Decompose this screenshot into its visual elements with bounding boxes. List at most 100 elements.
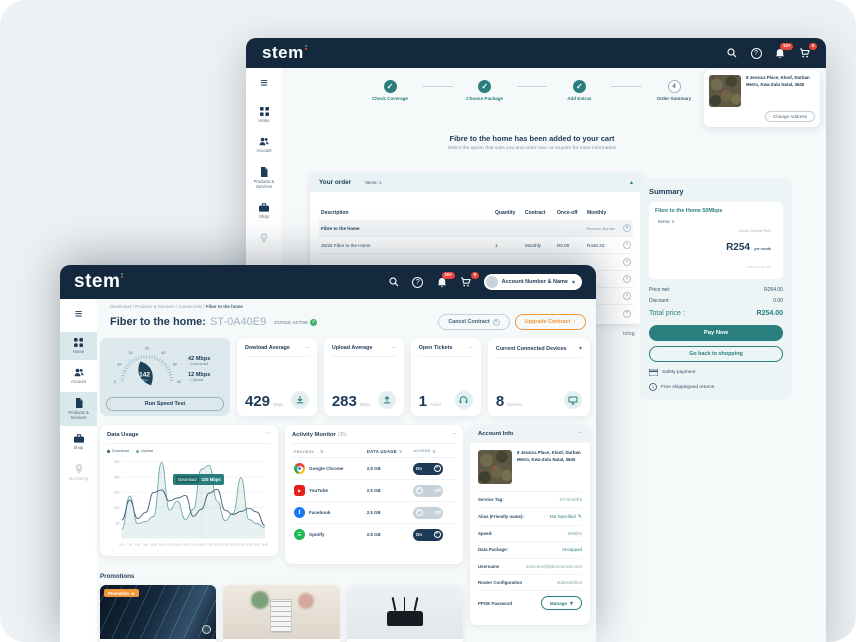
download-legend-dot xyxy=(107,449,110,453)
collapse-icon[interactable]: – xyxy=(392,344,396,351)
svg-text:20: 20 xyxy=(128,351,132,355)
collapse-icon[interactable]: – xyxy=(469,344,473,351)
cart-icon[interactable]: 5 xyxy=(798,43,817,59)
access-toggle[interactable]: On xyxy=(413,528,444,541)
collapse-icon[interactable]: – xyxy=(452,431,456,438)
sort-icon[interactable]: ⇅ xyxy=(432,449,436,454)
cart-icon[interactable]: 5 xyxy=(460,272,479,288)
pay-now-button[interactable]: Pay Now xyxy=(649,325,783,341)
sidebar-item-products-services[interactable]: Products & Services xyxy=(246,161,282,195)
step-check-icon: ✓ xyxy=(572,80,586,93)
contract-term: Month Contract Term xyxy=(739,229,771,233)
summary-product-card: Fibre to the Home 50Mbps Items: 1 Month … xyxy=(649,202,783,279)
sort-icon[interactable]: ⇅ xyxy=(398,449,403,454)
menu-icon[interactable]: ≡ xyxy=(74,306,83,321)
access-toggle[interactable]: On xyxy=(413,462,444,475)
search-icon[interactable] xyxy=(726,47,738,59)
dashboard-sidebar: ≡ Home Account Products & Services Shop … xyxy=(60,299,97,642)
dashboard-window: stem ? 10+ 5 Account Number & Name ▾ ≡ Ho… xyxy=(60,265,596,642)
promo-card-router[interactable]: Asus RT-AX86U Router 50Mb/s xyxy=(346,585,463,642)
star-icon: ★ xyxy=(130,590,135,596)
sidebar-item-account[interactable]: Account xyxy=(60,362,97,390)
svg-text:250: 250 xyxy=(114,460,120,464)
map-thumbnail xyxy=(709,75,741,107)
help-icon[interactable]: ? xyxy=(412,276,424,288)
upgrade-contract-button[interactable]: Upgrade Contract ↑ xyxy=(514,314,586,330)
facebook-icon: f xyxy=(294,507,305,518)
step-check-coverage[interactable]: ✓ Check Coverage xyxy=(371,80,408,101)
more-menu-icon[interactable]: ⋯ xyxy=(265,431,271,438)
step-choose-package[interactable]: ✓ Choose Package xyxy=(466,80,504,101)
chevron-up-icon[interactable]: ▴ xyxy=(629,180,633,186)
remove-icon[interactable]: × xyxy=(623,258,631,266)
change-address-button[interactable]: Change Address xyxy=(765,111,815,122)
summary-title: Summary xyxy=(649,187,684,196)
promo-card-wifi-manager[interactable]: Wi-Fi Home Manager 50Mb/s xyxy=(223,585,340,642)
checkout-topbar: stem ? 10+ 5 xyxy=(246,38,826,68)
sidebar-item-products-services[interactable]: Products & Services xyxy=(60,392,97,427)
breadcrumb[interactable]: Dashboard / Products & Services / Connec… xyxy=(110,304,243,309)
svg-text:200: 200 xyxy=(114,475,120,479)
order-panel-header[interactable]: Your order Items: 1 ▴ xyxy=(310,173,642,192)
svg-text:40: 40 xyxy=(161,351,165,355)
notifications-bell-icon[interactable]: 10+ xyxy=(774,43,793,59)
chart-tooltip: Download 225 Mbps xyxy=(173,474,224,485)
safety-payment-label: Safety payment xyxy=(662,370,696,375)
go-back-shopping-button[interactable]: Go back to shopping xyxy=(649,346,783,362)
step-add-extras[interactable]: ✓ Add Extras xyxy=(567,80,592,101)
chevron-down-icon[interactable]: ▾ xyxy=(578,346,582,352)
notifications-bell-icon[interactable]: 10+ xyxy=(436,272,455,288)
access-toggle[interactable]: Off xyxy=(413,484,444,497)
sidebar-item-monitoring[interactable] xyxy=(246,227,282,249)
help-icon[interactable]: ? xyxy=(750,47,762,59)
remove-icon[interactable]: × xyxy=(623,224,631,232)
remove-bundle-link[interactable]: Remove Bundle xyxy=(586,225,615,231)
headset-icon xyxy=(454,391,473,409)
sidebar-item-account[interactable]: Account xyxy=(246,131,282,159)
step-check-icon: ✓ xyxy=(383,80,397,93)
run-speed-test-button[interactable]: Run Speed Test xyxy=(106,397,224,411)
sidebar-item-home[interactable]: Home xyxy=(246,101,282,129)
promo-card-fiber[interactable]: Promotion★ Upgrade to a 50 mb Fiber Line… xyxy=(100,585,217,642)
svg-text:100: 100 xyxy=(114,506,120,510)
svg-text:19:00: 19:00 xyxy=(222,543,229,547)
account-selector[interactable]: Account Number & Name ▾ xyxy=(483,274,582,290)
step-order-summary[interactable]: 4 Order Summary xyxy=(642,80,706,101)
menu-icon[interactable]: ≡ xyxy=(260,75,268,90)
sidebar-item-monitoring[interactable]: Monitoring xyxy=(60,458,97,487)
cancel-icon: × xyxy=(492,318,500,326)
activity-table-header: PROCESS ⇅ DATA USAGE ⇅ ACCESS ⇅ xyxy=(292,444,456,458)
remove-icon[interactable]: × xyxy=(623,241,631,249)
sidebar-item-home[interactable]: Home xyxy=(60,332,97,361)
activity-monitor-card: Activity Monitor (35) – PROCESS ⇅ DATA USAG… xyxy=(285,425,463,564)
sidebar-item-shop[interactable]: Shop xyxy=(246,197,282,225)
remove-icon[interactable]: × xyxy=(623,292,631,300)
svg-text:18:00: 18:00 xyxy=(214,543,221,547)
speedtest-upload: 12 Mbps xyxy=(188,372,211,378)
collapse-icon[interactable]: – xyxy=(578,430,582,437)
stem-logo-text: stem xyxy=(74,271,121,292)
total-value: R254.00 xyxy=(756,310,783,317)
price-net-value: R254.00 xyxy=(764,287,783,293)
promotion-badge: Promotion ★ xyxy=(104,589,139,597)
account-info-card: Account Info – 8 Jessica Place, Kloof, Du… xyxy=(470,425,590,625)
sort-icon[interactable]: ⇅ xyxy=(319,449,324,454)
remove-icon[interactable]: × xyxy=(623,275,631,283)
svg-text:0: 0 xyxy=(114,380,116,384)
discount-label: Discount: xyxy=(649,298,670,304)
svg-text:50: 50 xyxy=(173,363,177,367)
edit-icon[interactable]: ✎ xyxy=(577,513,582,520)
manage-password-button[interactable]: Manage ▾ xyxy=(540,596,582,611)
svg-text:30: 30 xyxy=(145,346,149,350)
svg-text:11:00: 11:00 xyxy=(158,543,165,547)
collapse-icon[interactable]: – xyxy=(305,344,309,351)
svg-text:50: 50 xyxy=(116,521,120,525)
sidebar-item-shop[interactable]: Shop xyxy=(60,428,97,456)
data-usage-chart[interactable]: Download 225 Mbps 50 100 150 200 250 6:00 7:00 8… xyxy=(107,454,271,555)
remove-icon[interactable]: × xyxy=(623,309,631,318)
info-row-service-tag: Service Tag: ST-0A40E9 xyxy=(478,492,582,509)
search-icon[interactable] xyxy=(388,276,400,288)
cancel-contract-button[interactable]: Cancel Contract × xyxy=(438,314,510,330)
summary-panel: Summary Fibre to the Home 50Mbps Items: … xyxy=(640,178,792,400)
access-toggle[interactable]: Off xyxy=(413,506,444,519)
